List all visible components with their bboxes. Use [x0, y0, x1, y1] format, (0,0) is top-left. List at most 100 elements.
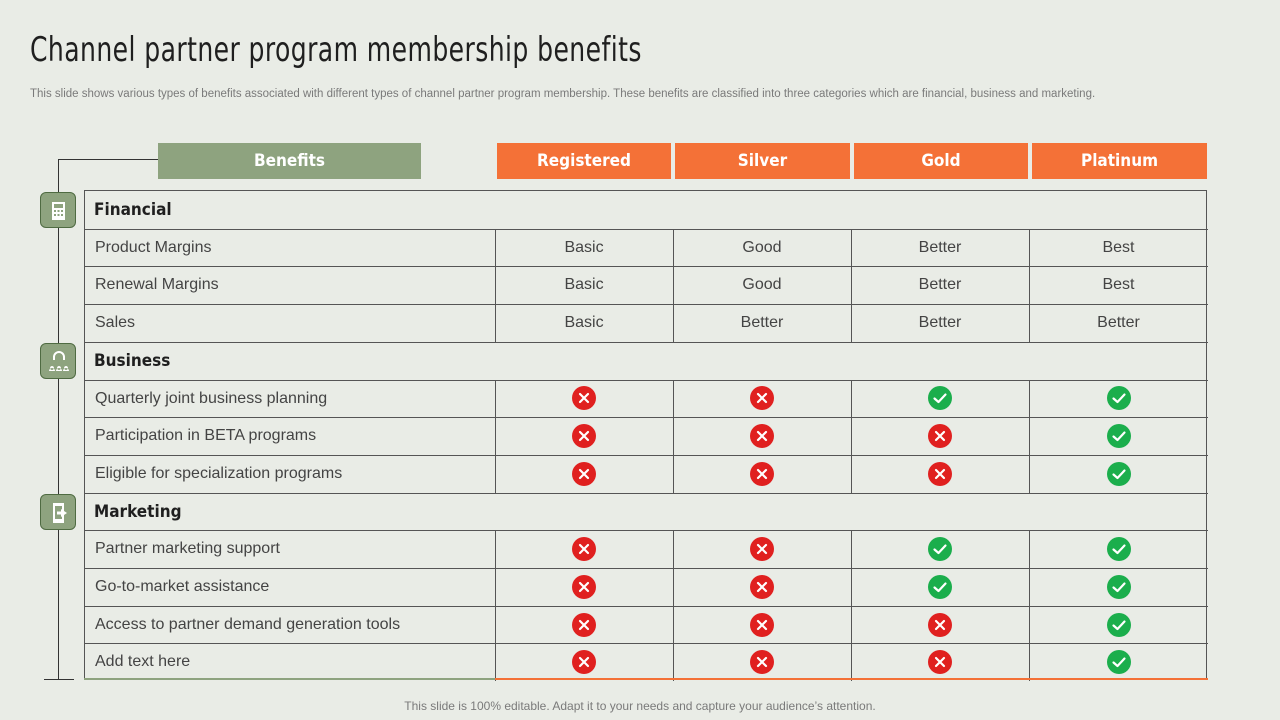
benefit-label: Eligible for specialization programs — [95, 455, 342, 493]
column-divider — [673, 455, 674, 493]
check-icon — [928, 386, 952, 410]
timeline-end — [44, 679, 74, 680]
cross-icon — [750, 424, 774, 448]
column-divider — [1029, 455, 1030, 493]
team-icon — [40, 343, 76, 379]
column-divider — [673, 606, 674, 644]
cross-icon — [928, 462, 952, 486]
cross-icon — [572, 537, 596, 561]
tier-value-cell: Better — [851, 304, 1029, 342]
header-tier-silver: Silver — [675, 143, 850, 179]
column-divider — [673, 380, 674, 418]
benefit-label: Quarterly joint business planning — [95, 380, 327, 418]
column-divider — [495, 606, 496, 644]
header-benefits: Benefits — [158, 143, 421, 179]
cross-icon — [750, 386, 774, 410]
benefit-label: Product Margins — [95, 229, 212, 267]
cross-icon — [750, 537, 774, 561]
column-divider — [851, 568, 852, 606]
cross-icon — [572, 575, 596, 599]
benefit-label: Sales — [95, 304, 135, 342]
column-divider — [1029, 380, 1030, 418]
benefit-label: Access to partner demand generation tool… — [95, 606, 400, 644]
bottom-accent-orange — [495, 678, 1208, 680]
tier-value-cell: Best — [1029, 229, 1208, 267]
row-divider — [84, 643, 1208, 644]
column-divider — [495, 417, 496, 455]
mobile-share-icon — [40, 494, 76, 530]
column-divider — [673, 643, 674, 681]
check-icon — [1107, 462, 1131, 486]
header-tier-platinum: Platinum — [1032, 143, 1207, 179]
category-label-business: Business — [94, 342, 170, 380]
cross-icon — [572, 462, 596, 486]
footer-note: This slide is 100% editable. Adapt it to… — [0, 699, 1280, 713]
tier-value-cell: Good — [673, 266, 851, 304]
header-tier-registered: Registered — [497, 143, 671, 179]
column-divider — [495, 530, 496, 568]
check-icon — [1107, 650, 1131, 674]
column-divider — [1029, 643, 1030, 681]
column-divider — [851, 380, 852, 418]
tier-value-cell: Basic — [495, 266, 673, 304]
benefit-label: Partner marketing support — [95, 530, 280, 568]
check-icon — [1107, 424, 1131, 448]
timeline-connector — [58, 159, 158, 160]
cross-icon — [750, 613, 774, 637]
column-divider — [673, 530, 674, 568]
bottom-accent-green — [84, 678, 495, 680]
header-tier-gold: Gold — [854, 143, 1028, 179]
cross-icon — [750, 462, 774, 486]
check-icon — [928, 537, 952, 561]
tier-value-cell: Better — [851, 266, 1029, 304]
column-divider — [851, 530, 852, 568]
cross-icon — [572, 424, 596, 448]
row-divider — [84, 493, 1208, 494]
cross-icon — [928, 650, 952, 674]
column-divider — [673, 568, 674, 606]
cross-icon — [928, 613, 952, 637]
cross-icon — [572, 386, 596, 410]
page-title: Channel partner program membership benef… — [30, 30, 642, 70]
benefit-label: Participation in BETA programs — [95, 417, 316, 455]
column-divider — [1029, 417, 1030, 455]
category-label-marketing: Marketing — [94, 493, 182, 531]
column-divider — [851, 417, 852, 455]
calculator-icon — [40, 192, 76, 228]
cross-icon — [750, 575, 774, 599]
column-divider — [851, 606, 852, 644]
check-icon — [1107, 386, 1131, 410]
cross-icon — [572, 613, 596, 637]
check-icon — [1107, 613, 1131, 637]
tier-value-cell: Good — [673, 229, 851, 267]
cross-icon — [928, 424, 952, 448]
check-icon — [1107, 575, 1131, 599]
cross-icon — [750, 650, 774, 674]
cross-icon — [572, 650, 596, 674]
column-divider — [1029, 530, 1030, 568]
timeline-line — [58, 159, 59, 679]
column-divider — [495, 380, 496, 418]
tier-value-cell: Better — [851, 229, 1029, 267]
tier-value-cell: Better — [673, 304, 851, 342]
column-divider — [495, 643, 496, 681]
page-subtitle: This slide shows various types of benefi… — [30, 88, 1250, 100]
tier-value-cell: Basic — [495, 304, 673, 342]
column-divider — [495, 568, 496, 606]
check-icon — [1107, 537, 1131, 561]
column-divider — [1029, 606, 1030, 644]
column-divider — [495, 455, 496, 493]
column-divider — [673, 417, 674, 455]
benefit-label: Renewal Margins — [95, 266, 219, 304]
check-icon — [928, 575, 952, 599]
tier-value-cell: Better — [1029, 304, 1208, 342]
benefit-label: Go-to-market assistance — [95, 568, 269, 606]
tier-value-cell: Best — [1029, 266, 1208, 304]
tier-value-cell: Basic — [495, 229, 673, 267]
column-divider — [1029, 568, 1030, 606]
benefit-label: Add text here — [95, 643, 190, 681]
row-divider — [84, 342, 1208, 343]
column-divider — [851, 455, 852, 493]
category-label-financial: Financial — [94, 191, 172, 229]
column-divider — [851, 643, 852, 681]
